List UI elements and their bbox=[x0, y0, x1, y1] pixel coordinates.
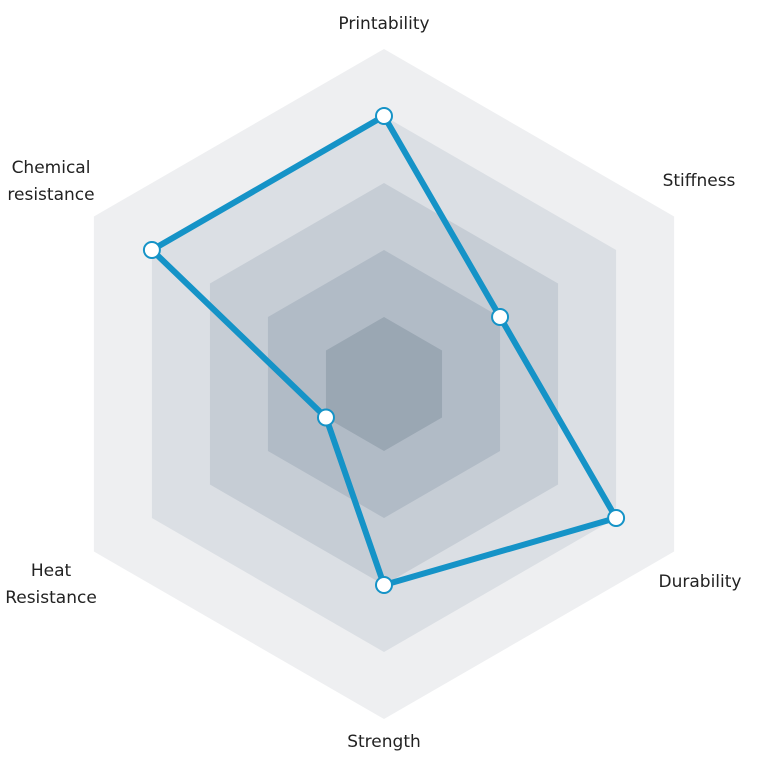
axis-label-heat-resistance: Heat Resistance bbox=[5, 561, 97, 608]
data-point-strength[interactable] bbox=[375, 576, 393, 594]
axis-label-line: Strength bbox=[347, 732, 421, 752]
axis-label-line: Resistance bbox=[5, 588, 97, 608]
axis-label-line: Durability bbox=[659, 572, 742, 592]
data-point-heat-resistance[interactable] bbox=[316, 408, 335, 427]
axis-label-durability: Durability bbox=[659, 572, 742, 592]
radar-series bbox=[142, 107, 626, 594]
radar-grid bbox=[93, 49, 675, 719]
grid-ring-1 bbox=[325, 317, 443, 451]
axis-label-line: Printability bbox=[338, 14, 429, 34]
axis-labels: Printability Stiffness Durability Strength H… bbox=[5, 14, 741, 752]
axis-label-line: Chemical bbox=[12, 158, 91, 178]
axis-label-line: Stiffness bbox=[663, 171, 736, 191]
axis-label-line: Heat bbox=[31, 561, 72, 581]
axis-label-chemical-resistance: Chemical resistance bbox=[7, 158, 94, 205]
data-point-chemical-resistance[interactable] bbox=[142, 241, 161, 259]
axis-label-line: resistance bbox=[7, 185, 94, 205]
data-point-durability[interactable] bbox=[607, 509, 626, 527]
axis-label-strength: Strength bbox=[347, 732, 421, 752]
axis-label-printability: Printability bbox=[338, 14, 429, 34]
data-point-stiffness[interactable] bbox=[491, 308, 510, 326]
axis-label-stiffness: Stiffness bbox=[663, 171, 736, 191]
data-point-printability[interactable] bbox=[375, 107, 393, 125]
